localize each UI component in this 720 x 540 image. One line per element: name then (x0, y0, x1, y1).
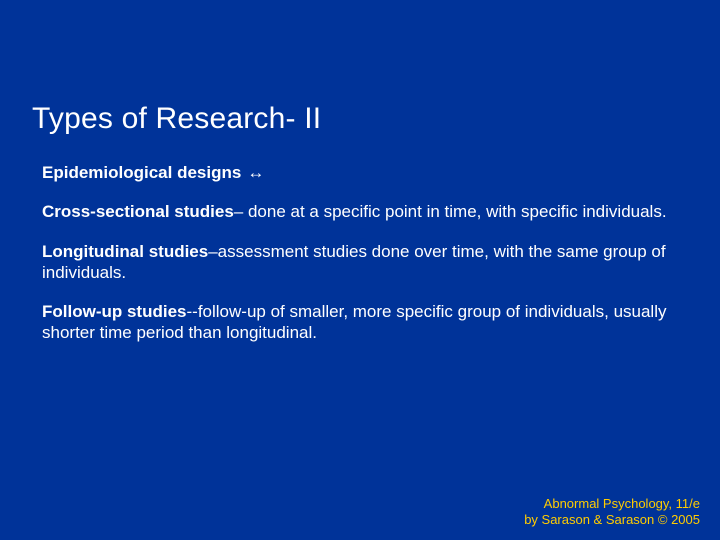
subheading-label: Epidemiological designs (42, 163, 241, 182)
arrow-icon: ↔ (247, 163, 264, 182)
slide-content: Epidemiological designs ↔ Cross-sectional… (42, 162, 678, 362)
definition-item-1: Cross-sectional studies– done at a speci… (42, 201, 678, 222)
term-1: Cross-sectional studies (42, 202, 234, 221)
footer-line-1: Abnormal Psychology, 11/e (524, 496, 700, 512)
slide-title: Types of Research- II (32, 102, 321, 136)
slide: Types of Research- II Epidemiological de… (0, 0, 720, 540)
slide-footer: Abnormal Psychology, 11/e by Sarason & S… (524, 496, 700, 529)
desc-1: – done at a specific point in time, with… (234, 202, 667, 221)
definition-item-3: Follow-up studies--follow-up of smaller,… (42, 301, 678, 344)
footer-line-2: by Sarason & Sarason © 2005 (524, 512, 700, 528)
definition-item-2: Longitudinal studies–assessment studies … (42, 241, 678, 284)
term-2: Longitudinal studies (42, 242, 208, 261)
term-3: Follow-up studies (42, 302, 187, 321)
subheading: Epidemiological designs ↔ (42, 162, 678, 183)
